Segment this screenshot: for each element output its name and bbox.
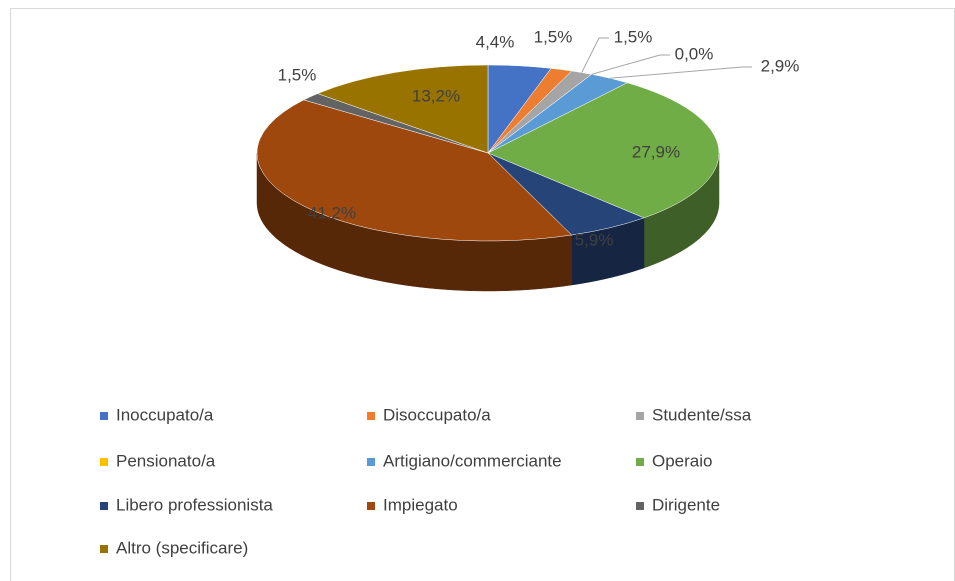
leader-line bbox=[609, 66, 752, 79]
data-label: 0,0% bbox=[675, 44, 714, 63]
data-label: 1,5% bbox=[278, 65, 317, 84]
legend-label: Studente/ssa bbox=[652, 405, 752, 424]
slice bbox=[487, 82, 720, 219]
legend-swatch bbox=[100, 412, 108, 420]
legend-swatch bbox=[367, 502, 375, 510]
legend-swatch bbox=[636, 412, 644, 420]
legend-label: Inoccupato/a bbox=[116, 405, 214, 424]
data-label: 27,9% bbox=[632, 142, 680, 161]
legend-swatch bbox=[636, 458, 644, 466]
legend-label: Disoccupato/a bbox=[383, 405, 491, 424]
legend-label: Operaio bbox=[652, 451, 712, 470]
leader-line bbox=[581, 37, 609, 73]
legend-swatch bbox=[100, 458, 108, 466]
data-label: 1,5% bbox=[534, 27, 573, 46]
legend-swatch bbox=[367, 412, 375, 420]
legend-swatch bbox=[367, 458, 375, 466]
data-label: 1,5% bbox=[614, 27, 653, 46]
leader-line bbox=[591, 54, 670, 75]
data-label: 4,4% bbox=[476, 32, 515, 51]
legend-swatch bbox=[636, 502, 644, 510]
legend-label: Dirigente bbox=[652, 495, 720, 514]
legend-label: Impiegato bbox=[383, 495, 458, 514]
legend-swatch bbox=[100, 502, 108, 510]
data-label: 2,9% bbox=[761, 56, 800, 75]
data-label: 5,9% bbox=[575, 230, 614, 249]
legend-swatch bbox=[100, 545, 108, 553]
slice bbox=[316, 64, 489, 154]
slice bbox=[256, 99, 573, 242]
legend-label: Pensionato/a bbox=[116, 451, 216, 470]
legend-label: Altro (specificare) bbox=[116, 538, 248, 557]
legend-label: Artigiano/commerciante bbox=[383, 451, 562, 470]
data-label: 13,2% bbox=[412, 86, 460, 105]
data-label: 41,2% bbox=[308, 203, 356, 222]
legend-label: Libero professionista bbox=[116, 495, 273, 514]
